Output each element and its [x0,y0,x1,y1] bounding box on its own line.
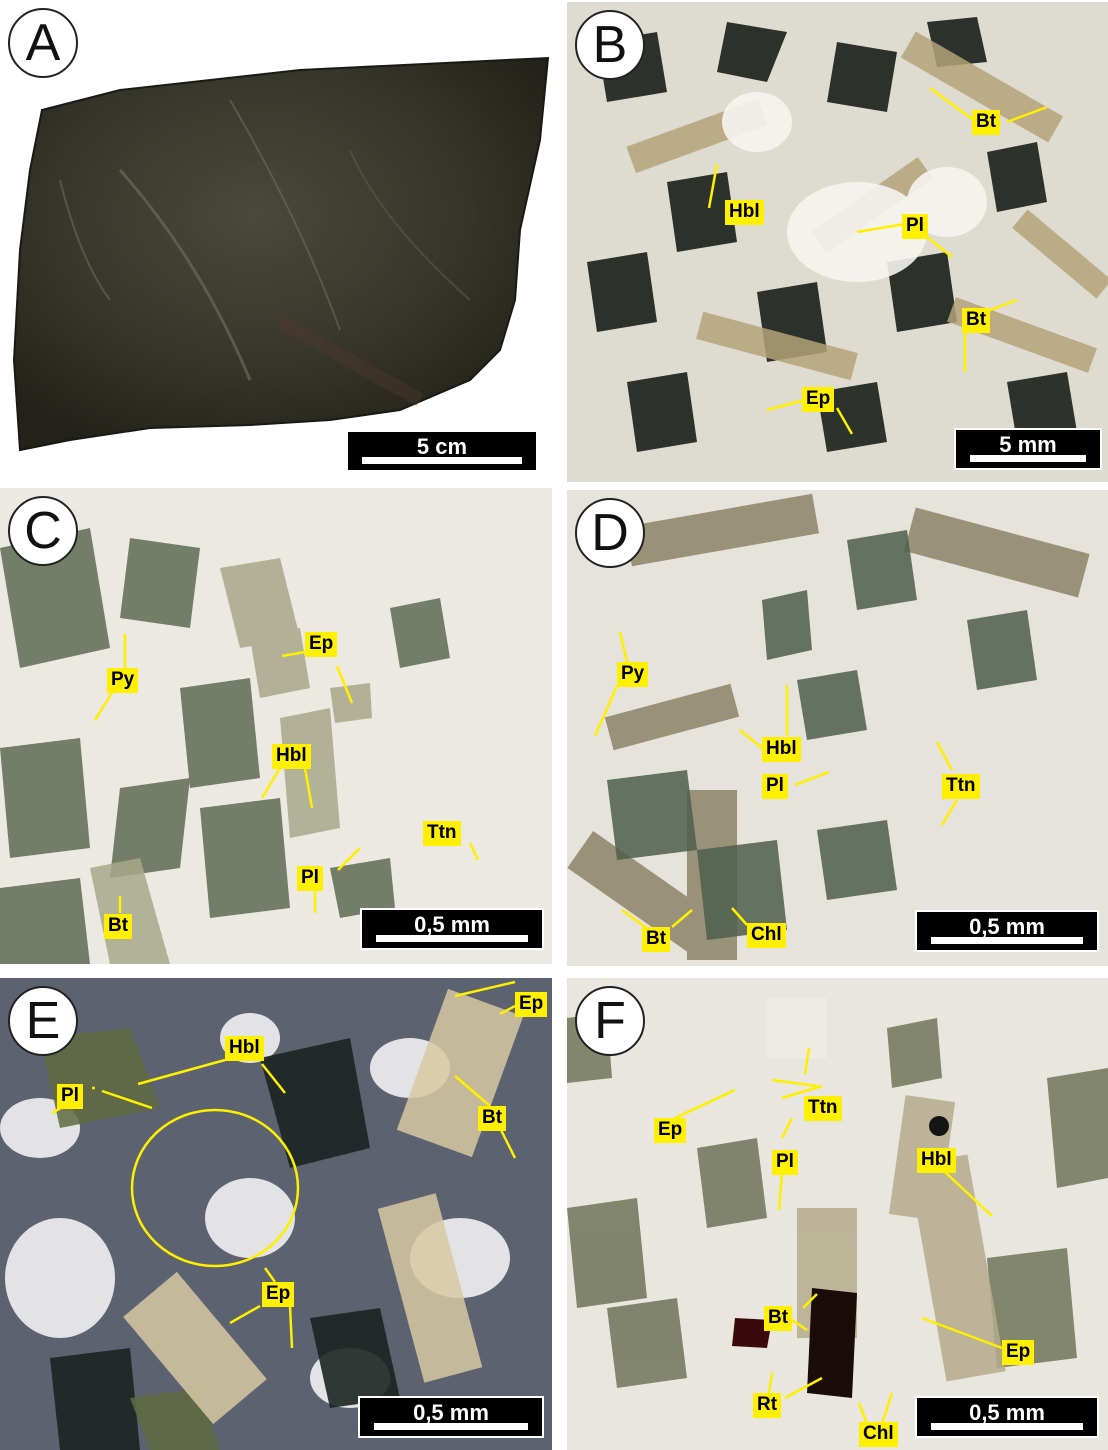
mineral-label-bt: Bt [104,914,133,939]
scale-bar-c: 0,5 mm [360,908,544,950]
mineral-label-ttn: Ttn [423,821,461,846]
scale-bar-line [374,1423,528,1430]
panel-f: F Ttn Ep Pl Hbl Bt Ep Rt Chl 0,5 mm [567,978,1108,1450]
scale-bar-line [931,937,1083,944]
scale-bar-f: 0,5 mm [915,1396,1099,1438]
mineral-label-bt: Bt [972,110,1001,135]
panel-d: D Py Hbl Pl Ttn Bt Chl 0,5 mm [567,490,1108,966]
scale-bar-e: 0,5 mm [358,1396,544,1438]
mineral-label-hbl: Hbl [762,737,801,762]
mineral-label-ep: Ep [802,387,835,412]
rock-specimen-photo [12,56,550,452]
panel-label-b: B [575,10,645,80]
mineral-label-pl: Pl [902,214,928,239]
thin-section-photo [0,488,552,964]
mineral-label-hbl: Hbl [272,744,311,769]
mineral-label-ep: Ep [515,992,548,1017]
panel-e: E Ep Hbl Bt Pl Ep 0,5 mm [0,978,552,1450]
scale-bar-line [362,457,522,464]
scale-bar-line [970,455,1086,462]
thin-section-photo [567,978,1108,1450]
mineral-label-py: Py [617,662,649,687]
thin-section-photo [567,490,1108,966]
scale-bar-label: 0,5 mm [413,1400,489,1425]
mineral-label-pl: Pl [297,866,323,891]
scale-bar-label: 5 mm [999,432,1057,457]
mineral-label-ttn: Ttn [942,774,980,799]
scale-bar-label: 0,5 mm [969,1400,1045,1425]
scale-bar-label: 0,5 mm [414,912,490,937]
panel-label-a: A [8,8,78,78]
panel-b: B Bt Hbl Pl Bt Ep 5 mm [567,2,1108,482]
mineral-label-ttn: Ttn [804,1096,842,1121]
mineral-label-hbl: Hbl [917,1148,956,1173]
thin-section-photo [567,2,1108,482]
mineral-label-hbl: Hbl [725,200,764,225]
mineral-label-pl: Pl [772,1150,798,1175]
mineral-label-pl: Pl [57,1084,83,1109]
mineral-label-chl: Chl [859,1422,898,1447]
mineral-label-rt: Rt [753,1393,782,1418]
scale-bar-line [931,1423,1083,1430]
scale-bar-a: 5 cm [346,430,538,472]
mineral-label-ep: Ep [654,1118,687,1143]
thin-section-photo [0,978,552,1450]
scale-bar-label: 0,5 mm [969,914,1045,939]
mineral-label-bt: Bt [764,1306,793,1331]
scale-bar-label: 5 cm [416,434,468,459]
mineral-label-bt: Bt [478,1106,507,1131]
mineral-label-ep: Ep [1002,1340,1035,1365]
panel-label-d: D [575,498,645,568]
mineral-label-ep: Ep [305,632,338,657]
mineral-label-hbl: Hbl [225,1036,264,1061]
scale-bar-line [376,935,528,942]
mineral-label-pl: Pl [762,774,788,799]
panel-label-c: C [8,496,78,566]
panel-label-e: E [8,986,78,1056]
scale-bar-b: 5 mm [954,428,1102,470]
panel-c: C Ep Py Hbl Ttn Pl Bt 0,5 mm [0,488,552,964]
panel-a: A 5 cm [0,0,552,482]
scale-bar-d: 0,5 mm [915,910,1099,952]
mineral-label-ep: Ep [262,1282,295,1307]
mineral-label-bt: Bt [962,308,991,333]
mineral-label-chl: Chl [747,923,786,948]
panel-label-f: F [575,986,645,1056]
mineral-label-bt: Bt [642,927,671,952]
mineral-label-py: Py [107,668,139,693]
